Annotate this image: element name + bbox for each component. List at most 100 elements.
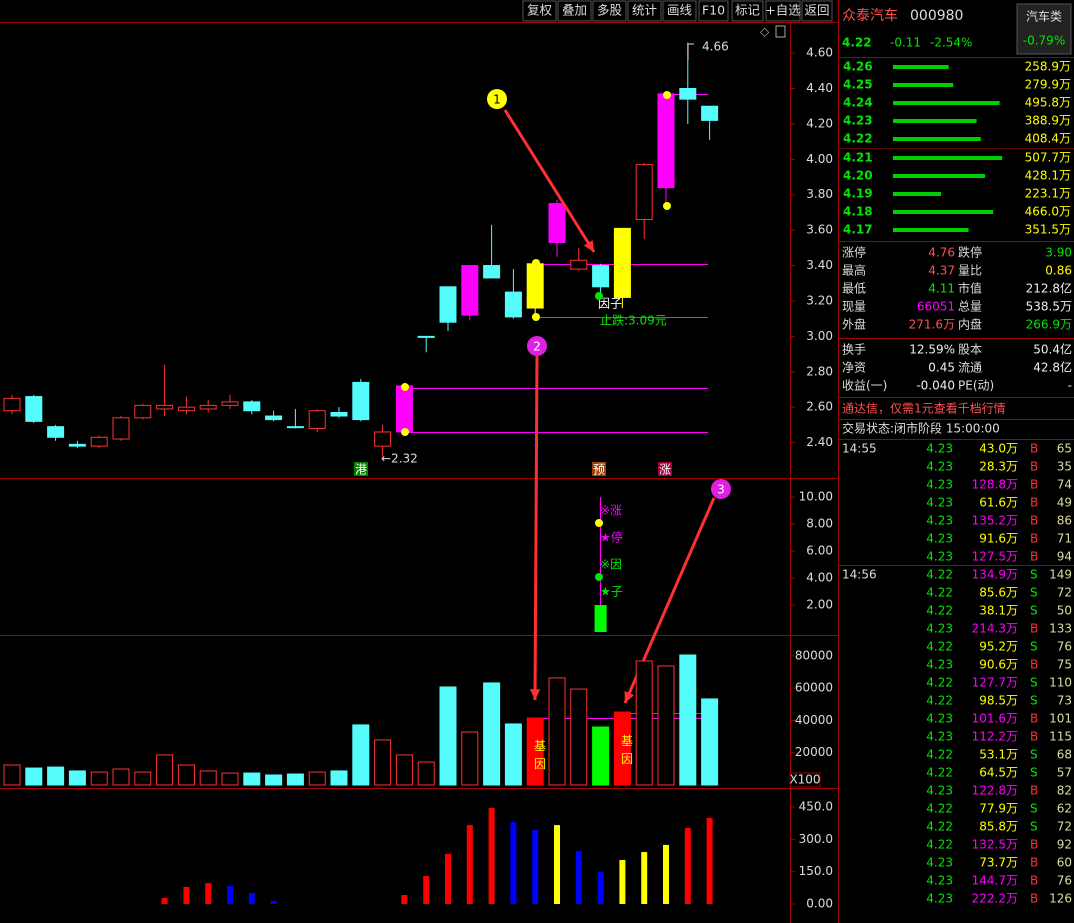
bar bbox=[706, 817, 713, 905]
stat-label: 涨停 bbox=[842, 245, 866, 260]
y-tick-label: 2.60 bbox=[806, 400, 833, 414]
y-tick-label: 3.40 bbox=[806, 258, 833, 272]
stat-value: 0.86 bbox=[1045, 264, 1072, 278]
y-tick-label: 4.00 bbox=[806, 152, 833, 166]
callout-number: 2 bbox=[533, 340, 541, 354]
volume-bar bbox=[25, 767, 43, 786]
trade-volume: 91.6万 bbox=[979, 532, 1018, 546]
callout-arrow bbox=[503, 109, 596, 253]
toolbar-button[interactable]: F10 bbox=[702, 3, 725, 18]
gene-label: 基因 bbox=[621, 734, 633, 766]
candle-body bbox=[3, 397, 21, 412]
sector-box[interactable] bbox=[1016, 3, 1072, 55]
candle-body bbox=[47, 426, 65, 438]
price-change-pct: -2.54% bbox=[930, 36, 972, 50]
candle-body bbox=[156, 404, 174, 410]
book-price: 4.21 bbox=[843, 151, 873, 165]
stat-label: 现量 bbox=[842, 300, 866, 314]
book-volume: 466.0万 bbox=[1025, 205, 1071, 219]
toolbar-button[interactable]: 统计 bbox=[632, 3, 657, 18]
trade-volume: 222.2万 bbox=[972, 892, 1018, 906]
trade-side: S bbox=[1030, 676, 1038, 690]
y-tick-label: 4.40 bbox=[806, 81, 833, 95]
trade-count: 92 bbox=[1057, 838, 1072, 852]
volume-bar bbox=[679, 654, 697, 786]
y-tick-label: 3.80 bbox=[806, 187, 833, 201]
trade-count: 101 bbox=[1049, 712, 1072, 726]
candle-body bbox=[483, 265, 501, 279]
candle-body bbox=[199, 404, 217, 410]
toolbar-button[interactable]: 多股 bbox=[597, 3, 623, 18]
callout-arrowhead bbox=[624, 691, 635, 703]
toolbar-button-frame bbox=[662, 0, 697, 22]
stat-label: PE(动) bbox=[958, 379, 994, 393]
stat-label: 跌停 bbox=[958, 245, 982, 260]
trade-side: S bbox=[1030, 694, 1038, 708]
level2-notice[interactable]: 通达信，仅需1元查看千档行情 bbox=[842, 402, 1006, 416]
book-volume-bar bbox=[893, 228, 969, 232]
volume-bar bbox=[243, 772, 261, 786]
trade-side: B bbox=[1030, 784, 1038, 798]
bar bbox=[594, 605, 607, 633]
volume-bar bbox=[417, 761, 435, 786]
stat-value: 4.11 bbox=[928, 282, 955, 296]
stat-value: 212.8亿 bbox=[1026, 281, 1072, 296]
trade-volume: 53.1万 bbox=[979, 748, 1018, 762]
bar bbox=[554, 825, 560, 905]
y-tick-label: 8.00 bbox=[806, 517, 833, 531]
volume-bar bbox=[635, 660, 653, 786]
trade-price: 4.23 bbox=[926, 892, 953, 906]
toolbar-button[interactable]: 复权 bbox=[527, 3, 553, 18]
diamond-icon[interactable]: ◇ bbox=[760, 25, 770, 39]
bar bbox=[227, 885, 233, 905]
book-volume-bar bbox=[893, 137, 981, 141]
volume-bar bbox=[592, 726, 610, 786]
volume-bar bbox=[47, 766, 65, 786]
bar bbox=[532, 830, 539, 905]
volume-bar bbox=[570, 688, 588, 786]
trade-volume: 132.5万 bbox=[972, 838, 1018, 852]
bar bbox=[619, 860, 626, 905]
scale-box bbox=[789, 772, 821, 788]
trade-volume: 134.9万 bbox=[972, 568, 1018, 582]
trade-price: 4.22 bbox=[926, 766, 953, 780]
stat-value: -0.040 bbox=[916, 379, 955, 393]
trade-price: 4.22 bbox=[926, 694, 953, 708]
trade-price: 4.23 bbox=[926, 514, 953, 528]
trade-price: 4.23 bbox=[926, 658, 953, 672]
book-volume: 279.9万 bbox=[1025, 78, 1071, 92]
toolbar-button[interactable]: 叠加 bbox=[562, 3, 587, 18]
volume-bar bbox=[199, 770, 217, 786]
volume-bar bbox=[504, 723, 522, 786]
trade-price: 4.23 bbox=[926, 550, 953, 564]
trade-count: 68 bbox=[1057, 748, 1072, 762]
y-tick-label: 300.0 bbox=[799, 832, 833, 846]
trade-volume: 127.5万 bbox=[972, 550, 1018, 564]
trade-price: 4.22 bbox=[926, 676, 953, 690]
bar bbox=[663, 844, 669, 905]
bar bbox=[445, 853, 451, 905]
window-icon[interactable] bbox=[775, 25, 786, 38]
y-tick-label: 4.00 bbox=[806, 571, 833, 585]
toolbar-button[interactable]: +自选 bbox=[765, 3, 801, 18]
trade-side: S bbox=[1030, 802, 1038, 816]
volume-bar bbox=[352, 724, 370, 786]
trade-side: S bbox=[1030, 586, 1038, 600]
candle-body bbox=[548, 203, 566, 244]
stat-value: - bbox=[1068, 379, 1072, 393]
trade-count: 49 bbox=[1057, 496, 1072, 510]
trade-volume: 64.5万 bbox=[979, 766, 1018, 780]
trade-count: 110 bbox=[1049, 676, 1072, 690]
toolbar-button[interactable]: 标记 bbox=[735, 3, 761, 18]
trade-price: 4.22 bbox=[926, 586, 953, 600]
volume-bar bbox=[308, 771, 326, 786]
bar bbox=[270, 901, 277, 905]
toolbar-button[interactable]: 返回 bbox=[804, 3, 829, 18]
toolbar-button[interactable]: 画线 bbox=[667, 3, 693, 18]
trade-volume: 122.8万 bbox=[972, 784, 1018, 798]
chart-annotation: 4.66 bbox=[702, 40, 729, 54]
trade-count: 50 bbox=[1057, 604, 1072, 618]
volume-bar bbox=[265, 774, 283, 786]
signal-dot bbox=[532, 259, 540, 267]
